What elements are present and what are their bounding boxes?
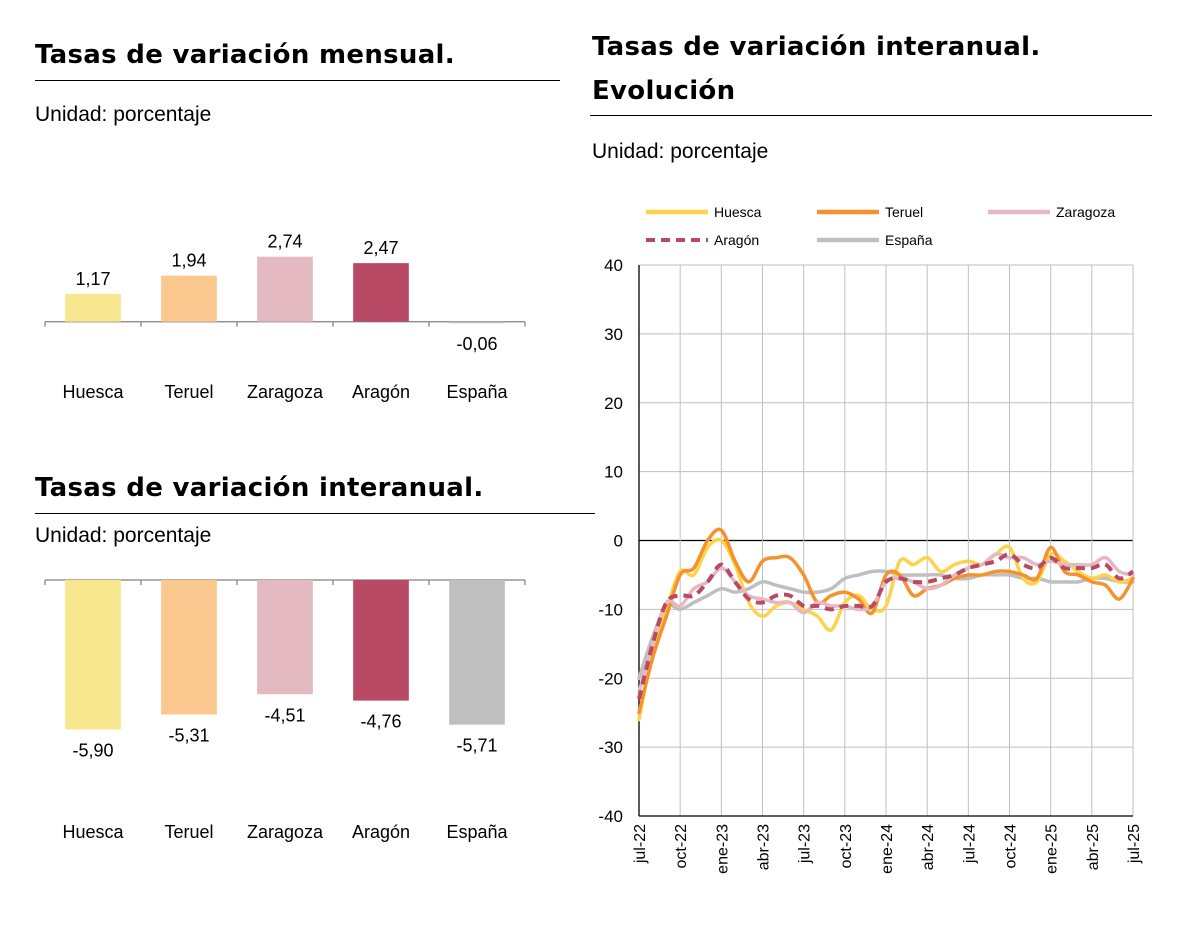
line-chart-y-tick-label: -10 (598, 600, 623, 619)
line-chart-x-tick-label: jul-25 (1126, 824, 1143, 864)
chart1-category-label-espana: España (446, 822, 508, 842)
line-series-aragon (637, 552, 1135, 700)
line-chart-y-tick-label: -40 (598, 807, 623, 826)
chart0-category-label-teruel: Teruel (164, 382, 213, 402)
annual-title-rule (35, 513, 595, 514)
evolution-title-rule (590, 115, 1152, 116)
line-chart-x-tick-label: abr-25 (1085, 824, 1102, 870)
chart0-category-label-huesca: Huesca (62, 382, 124, 402)
chart0-data-label-huesca: 1,17 (75, 269, 110, 289)
chart0-bar-huesca (65, 293, 121, 322)
chart0-data-label-teruel: 1,94 (171, 251, 206, 271)
line-chart-x-tick-label: ene-24 (879, 824, 896, 874)
chart1-bar-aragon (353, 580, 409, 701)
evolution-chart-unit: Unidad: porcentaje (592, 140, 769, 163)
chart1-bar-zaragoza (257, 580, 313, 695)
line-chart-x-tick-label: ene-23 (714, 824, 731, 874)
chart1-data-label-huesca: -5,90 (72, 740, 113, 760)
line-chart-y-tick-label: 20 (604, 394, 623, 413)
chart0-category-label-espana: España (446, 382, 508, 402)
chart1-category-label-zaragoza: Zaragoza (247, 822, 324, 842)
chart0-data-label-zaragoza: 2,74 (267, 232, 302, 252)
chart0-bar-zaragoza (257, 256, 313, 322)
line-chart-x-tick-label: abr-24 (920, 824, 937, 870)
line-chart-y-tick-label: 10 (604, 463, 623, 482)
line-series-espana (637, 569, 1135, 680)
line-chart-y-tick-label: 40 (604, 256, 623, 275)
line-chart-y-tick-label: 30 (604, 325, 623, 344)
chart0-bar-espana (449, 321, 505, 324)
chart1-bar-espana (449, 580, 505, 725)
chart1-category-label-huesca: Huesca (62, 822, 124, 842)
line-chart-x-tick-label: abr-23 (756, 824, 773, 870)
line-chart-x-tick-label: oct-22 (673, 824, 690, 869)
chart0-category-label-zaragoza: Zaragoza (247, 382, 324, 402)
chart0-bar-teruel (161, 275, 217, 322)
legend-label-huesca: Huesca (714, 204, 762, 220)
chart1-category-label-aragon: Aragón (352, 822, 410, 842)
line-chart-x-tick-label: oct-24 (1003, 824, 1020, 869)
monthly-title-rule (35, 80, 560, 81)
chart1-data-label-aragon: -4,76 (360, 712, 401, 732)
chart1-bar-huesca (65, 580, 121, 730)
line-chart-x-tick-label: ene-25 (1044, 824, 1061, 874)
chart0-data-label-aragon: 2,47 (363, 238, 398, 258)
line-chart-y-tick-label: 0 (614, 532, 623, 551)
monthly-chart-title: Tasas de variación mensual. (35, 40, 455, 70)
legend-label-zaragoza: Zaragoza (1056, 204, 1115, 220)
chart0-data-label-espana: -0,06 (456, 334, 497, 354)
chart1-category-label-teruel: Teruel (164, 822, 213, 842)
line-chart-y-tick-label: -20 (598, 669, 623, 688)
line-series-teruel (637, 527, 1135, 715)
line-chart-x-tick-label: jul-23 (797, 824, 814, 864)
chart0-category-label-aragon: Aragón (352, 382, 410, 402)
line-chart-x-tick-label: oct-23 (838, 824, 855, 869)
chart1-bar-teruel (161, 580, 217, 715)
chart1-data-label-teruel: -5,31 (168, 726, 209, 746)
chart1-data-label-zaragoza: -4,51 (264, 705, 305, 725)
monthly-chart-unit: Unidad: porcentaje (35, 103, 212, 126)
legend-label-espana: España (885, 232, 933, 248)
evolution-chart-title-line2: Evolución (592, 76, 736, 106)
line-series-huesca (637, 537, 1135, 722)
line-chart-y-tick-label: -30 (598, 738, 623, 757)
line-chart-x-tick-label: jul-22 (632, 824, 649, 864)
chart1-data-label-espana: -5,71 (456, 736, 497, 756)
legend-label-aragon: Aragón (714, 232, 759, 248)
line-chart-x-tick-label: jul-24 (961, 824, 978, 864)
chart0-bar-aragon (353, 263, 409, 322)
evolution-chart-title-line1: Tasas de variación interanual. (592, 32, 1041, 62)
annual-chart-unit: Unidad: porcentaje (35, 524, 212, 547)
legend-label-teruel: Teruel (885, 204, 923, 220)
annual-chart-title: Tasas de variación interanual. (35, 473, 484, 503)
